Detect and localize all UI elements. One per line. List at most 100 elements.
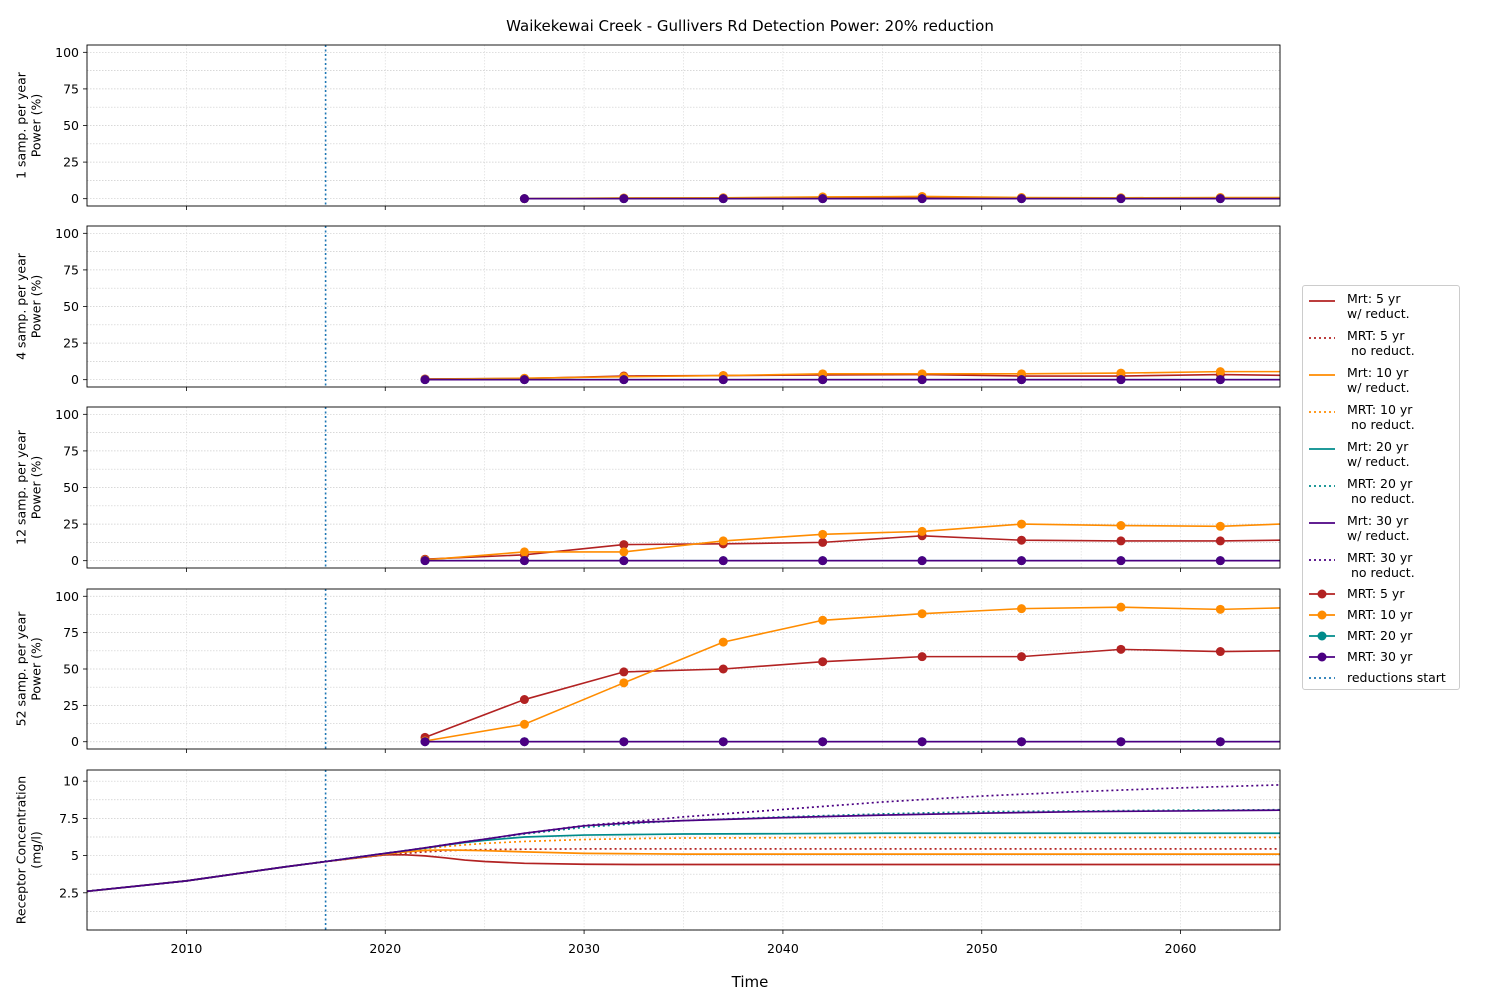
panel-frame bbox=[86, 225, 1281, 388]
y-tick-label: 25 bbox=[63, 698, 79, 713]
panel-frame bbox=[86, 588, 1281, 750]
panel-3: 0 25 50 75 100 12 samp. per yearPower (%) bbox=[14, 406, 1281, 572]
concentration-line-mrt20-solid bbox=[86, 832, 1280, 893]
legend-swatch bbox=[1309, 485, 1335, 487]
x-tick-label: 2050 bbox=[966, 941, 998, 956]
y-tick-label: 75 bbox=[63, 443, 79, 458]
data-point-mrt30 bbox=[1116, 375, 1126, 385]
legend-swatch bbox=[1309, 631, 1335, 641]
y-tick-label: 5 bbox=[71, 848, 79, 863]
legend-item: Mrt: 20 yr w/ reduct. bbox=[1303, 434, 1459, 471]
data-point-mrt10 bbox=[718, 637, 728, 647]
series-line-mrt5 bbox=[424, 534, 1281, 561]
y-axis-label-line: Power (%) bbox=[29, 275, 44, 338]
data-point-mrt30 bbox=[917, 556, 927, 566]
data-point-mrt30 bbox=[1116, 737, 1126, 747]
data-point-mrt30 bbox=[519, 556, 529, 566]
legend-label: MRT: 30 yr bbox=[1347, 649, 1413, 664]
y-tick-label: 75 bbox=[63, 262, 79, 277]
y-tick-label: 50 bbox=[63, 299, 79, 314]
panel-1: 0 25 50 75 100 1 samp. per yearPower (%) bbox=[14, 44, 1281, 210]
legend-item: Mrt: 5 yr w/ reduct. bbox=[1303, 286, 1459, 323]
legend-label: MRT: 10 yr bbox=[1347, 607, 1413, 622]
data-point-mrt10 bbox=[1017, 519, 1027, 529]
concentration-line-mrt30-dotted bbox=[86, 784, 1281, 893]
panel-5: 2.5 5 7.5 10 2010 2020 2030 2040 2050 2060 Recepto… bbox=[14, 769, 1281, 956]
data-point-mrt10 bbox=[619, 678, 629, 688]
x-tick-label: 2020 bbox=[369, 941, 401, 956]
data-point-mrt30 bbox=[1017, 375, 1027, 385]
data-point-mrt5 bbox=[818, 537, 828, 547]
data-point-mrt5 bbox=[619, 540, 629, 550]
data-point-mrt30 bbox=[818, 375, 828, 385]
panel-4: 0 25 50 75 100 52 samp. per yearPower (%) bbox=[14, 588, 1281, 753]
legend-label: MRT: 5 yr bbox=[1347, 586, 1405, 601]
y-axis-label: 1 samp. per yearPower (%) bbox=[14, 71, 44, 179]
data-point-mrt10 bbox=[818, 615, 828, 625]
data-point-mrt5 bbox=[718, 664, 728, 674]
data-point-mrt30 bbox=[917, 194, 927, 204]
series-line-mrt10 bbox=[425, 370, 1280, 381]
y-tick-label: 100 bbox=[55, 407, 79, 422]
x-tick-label: 2030 bbox=[568, 941, 600, 956]
y-tick-label: 25 bbox=[63, 155, 79, 170]
data-point-mrt30 bbox=[818, 194, 828, 204]
y-axis-label-line: (mg/l) bbox=[29, 831, 44, 869]
data-point-mrt30 bbox=[1116, 556, 1126, 566]
y-axis-label: 52 samp. per yearPower (%) bbox=[14, 611, 44, 727]
data-point-mrt5 bbox=[1215, 536, 1225, 546]
data-point-mrt30 bbox=[718, 737, 728, 747]
y-tick-label: 0 bbox=[71, 553, 79, 568]
data-point-mrt30 bbox=[420, 556, 430, 566]
y-tick-label: 0 bbox=[71, 734, 79, 749]
y-tick-label: 25 bbox=[63, 336, 79, 351]
data-point-mrt10 bbox=[619, 547, 629, 557]
series-line-mrt10 bbox=[424, 606, 1281, 742]
data-point-mrt30 bbox=[1215, 556, 1225, 566]
data-point-mrt30 bbox=[1017, 737, 1027, 747]
legend-swatch bbox=[1309, 448, 1335, 450]
data-point-mrt5 bbox=[619, 667, 629, 677]
data-point-mrt10 bbox=[1215, 521, 1225, 531]
data-point-mrt30 bbox=[818, 737, 828, 747]
data-point-mrt5 bbox=[1215, 647, 1225, 657]
legend-swatch bbox=[1309, 522, 1335, 524]
data-point-mrt10 bbox=[1017, 604, 1027, 614]
data-point-mrt10 bbox=[519, 719, 529, 729]
data-point-mrt30 bbox=[619, 194, 629, 204]
y-tick-label: 7.5 bbox=[59, 811, 79, 826]
legend-item: MRT: 30 yr no reduct. bbox=[1303, 545, 1459, 582]
y-tick-label: 75 bbox=[63, 625, 79, 640]
chart-title: Waikekewai Creek - Gullivers Rd Detectio… bbox=[506, 17, 994, 35]
x-tick-label: 2060 bbox=[1165, 941, 1197, 956]
legend-label: reductions start bbox=[1347, 670, 1446, 685]
y-axis-label-line: 52 samp. per year bbox=[14, 611, 29, 727]
data-point-mrt30 bbox=[1116, 194, 1126, 204]
legend-label: MRT: 30 yr no reduct. bbox=[1347, 550, 1415, 580]
data-point-mrt10 bbox=[1215, 367, 1225, 377]
legend-item: MRT: 20 yr no reduct. bbox=[1303, 471, 1459, 508]
x-axis-label: Time bbox=[731, 973, 769, 991]
data-point-mrt30 bbox=[718, 375, 728, 385]
data-point-mrt30 bbox=[718, 194, 728, 204]
y-axis-label-line: 4 samp. per year bbox=[14, 252, 29, 360]
data-point-mrt30 bbox=[519, 737, 529, 747]
y-axis-label: 12 samp. per yearPower (%) bbox=[14, 429, 44, 545]
panel-frame bbox=[86, 769, 1281, 931]
y-axis-label-line: Power (%) bbox=[29, 637, 44, 700]
y-tick-label: 100 bbox=[55, 226, 79, 241]
legend-swatch bbox=[1309, 337, 1335, 339]
data-point-mrt10 bbox=[1215, 604, 1225, 614]
y-tick-label: 75 bbox=[63, 81, 79, 96]
legend-label: Mrt: 30 yr w/ reduct. bbox=[1347, 513, 1410, 543]
legend-label: MRT: 20 yr no reduct. bbox=[1347, 476, 1415, 506]
y-tick-label: 50 bbox=[63, 118, 79, 133]
y-tick-label: 2.5 bbox=[59, 885, 79, 900]
data-point-mrt30 bbox=[1017, 556, 1027, 566]
legend-swatch bbox=[1309, 589, 1335, 599]
legend-item: MRT: 5 yr bbox=[1303, 582, 1459, 603]
data-point-mrt10 bbox=[917, 609, 927, 619]
y-axis-label-line: Power (%) bbox=[29, 94, 44, 157]
data-point-mrt5 bbox=[818, 657, 828, 667]
y-axis-label-line: Receptor Concentration bbox=[14, 776, 29, 924]
